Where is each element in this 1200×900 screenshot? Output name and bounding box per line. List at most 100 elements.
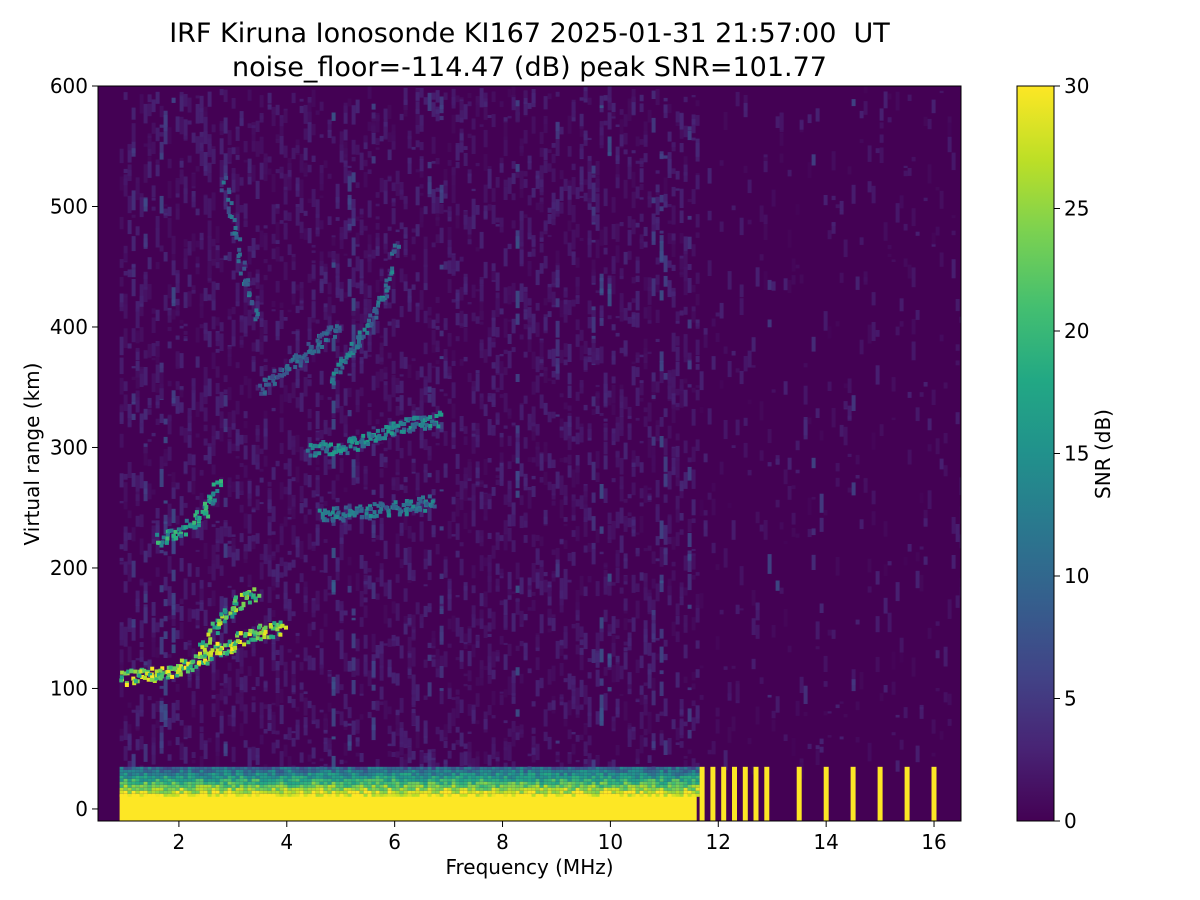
noise-cell <box>347 585 352 593</box>
noise-cell <box>675 403 680 411</box>
noise-cell <box>275 239 280 244</box>
noise-cell <box>307 198 312 204</box>
noise-cell <box>267 538 272 555</box>
noise-cell <box>435 470 440 483</box>
noise-cell <box>211 672 216 691</box>
clutter-fringe-cell <box>351 790 356 794</box>
clutter-fringe-cell <box>279 769 284 773</box>
clutter-fringe-cell <box>303 775 308 779</box>
clutter-fringe-cell <box>235 781 240 785</box>
clutter-fringe-cell <box>303 781 308 785</box>
noise-cell <box>507 295 512 305</box>
noise-cell <box>907 449 912 465</box>
noise-cell <box>691 189 696 205</box>
noise-cell <box>651 578 656 589</box>
noise-cell <box>583 517 588 537</box>
noise-cell <box>755 706 760 725</box>
noise-cell <box>691 469 696 489</box>
noise-cell <box>203 424 208 432</box>
noise-cell <box>643 620 648 638</box>
clutter-fringe-cell <box>235 775 240 779</box>
noise-cell <box>235 456 240 459</box>
clutter-fringe-cell <box>259 781 264 785</box>
noise-cell <box>391 182 396 192</box>
clutter-fringe-cell <box>151 766 156 770</box>
noise-cell <box>439 115 444 121</box>
noise-cell <box>483 98 488 107</box>
noise-cell <box>787 229 792 248</box>
noise-cell <box>939 334 944 342</box>
noise-cell <box>795 440 800 451</box>
noise-cell <box>275 169 280 174</box>
noise-cell <box>907 264 912 279</box>
clutter-fringe-cell <box>163 769 168 773</box>
noise-cell <box>279 645 284 666</box>
noise-cell <box>595 649 600 662</box>
noise-cell <box>575 294 580 298</box>
noise-cell <box>219 89 224 96</box>
noise-cell <box>191 704 196 718</box>
noise-cell <box>455 336 460 342</box>
noise-cell <box>379 269 384 277</box>
noise-cell <box>619 476 624 490</box>
noise-cell <box>575 590 580 610</box>
noise-cell <box>151 617 156 638</box>
noise-cell <box>199 733 204 750</box>
noise-cell <box>343 610 348 616</box>
noise-cell <box>619 665 624 680</box>
noise-cell <box>415 272 420 282</box>
noise-cell <box>567 465 572 478</box>
noise-cell <box>531 313 536 334</box>
noise-cell <box>143 287 148 302</box>
clutter-fringe-cell <box>399 766 404 770</box>
clutter-fringe-cell <box>423 793 428 797</box>
noise-cell <box>119 735 124 742</box>
noise-cell <box>155 622 160 633</box>
noise-cell <box>211 694 216 699</box>
noise-cell <box>195 601 200 605</box>
clutter-fringe-cell <box>247 775 252 779</box>
noise-cell <box>519 577 524 595</box>
noise-cell <box>291 494 296 510</box>
noise-cell <box>631 361 636 365</box>
clutter-fringe-cell <box>351 775 356 779</box>
noise-cell <box>267 156 272 163</box>
noise-cell <box>503 248 508 267</box>
noise-cell <box>531 381 536 395</box>
noise-cell <box>527 102 532 109</box>
noise-cell <box>623 251 628 265</box>
noise-cell <box>223 497 228 508</box>
noise-cell <box>555 740 560 744</box>
clutter-fringe-cell <box>395 766 400 770</box>
noise-cell <box>355 232 360 245</box>
noise-cell <box>955 595 960 608</box>
noise-cell <box>599 413 604 416</box>
clutter-fringe-cell <box>187 790 192 794</box>
clutter-fringe-cell <box>291 784 296 788</box>
noise-cell <box>903 170 908 177</box>
clutter-fringe-cell <box>287 781 292 785</box>
noise-cell <box>639 183 644 190</box>
noise-cell <box>499 394 504 398</box>
clutter-fringe-cell <box>379 778 384 782</box>
noise-cell <box>143 103 148 124</box>
noise-cell <box>495 387 500 393</box>
clutter-fringe-cell <box>431 769 436 773</box>
noise-cell <box>487 633 492 637</box>
noise-cell <box>167 516 172 527</box>
noise-cell <box>143 446 148 466</box>
noise-cell <box>563 585 568 600</box>
noise-cell <box>695 115 700 126</box>
noise-cell <box>127 269 132 278</box>
noise-cell <box>511 540 516 553</box>
noise-cell <box>567 385 572 398</box>
noise-cell <box>267 499 272 513</box>
noise-cell <box>731 205 736 211</box>
noise-cell <box>119 176 124 191</box>
noise-cell <box>319 101 324 111</box>
clutter-fringe-cell <box>263 778 268 782</box>
clutter-fringe-cell <box>239 781 244 785</box>
noise-cell <box>187 725 192 739</box>
noise-cell <box>679 188 684 208</box>
noise-cell <box>299 288 304 301</box>
